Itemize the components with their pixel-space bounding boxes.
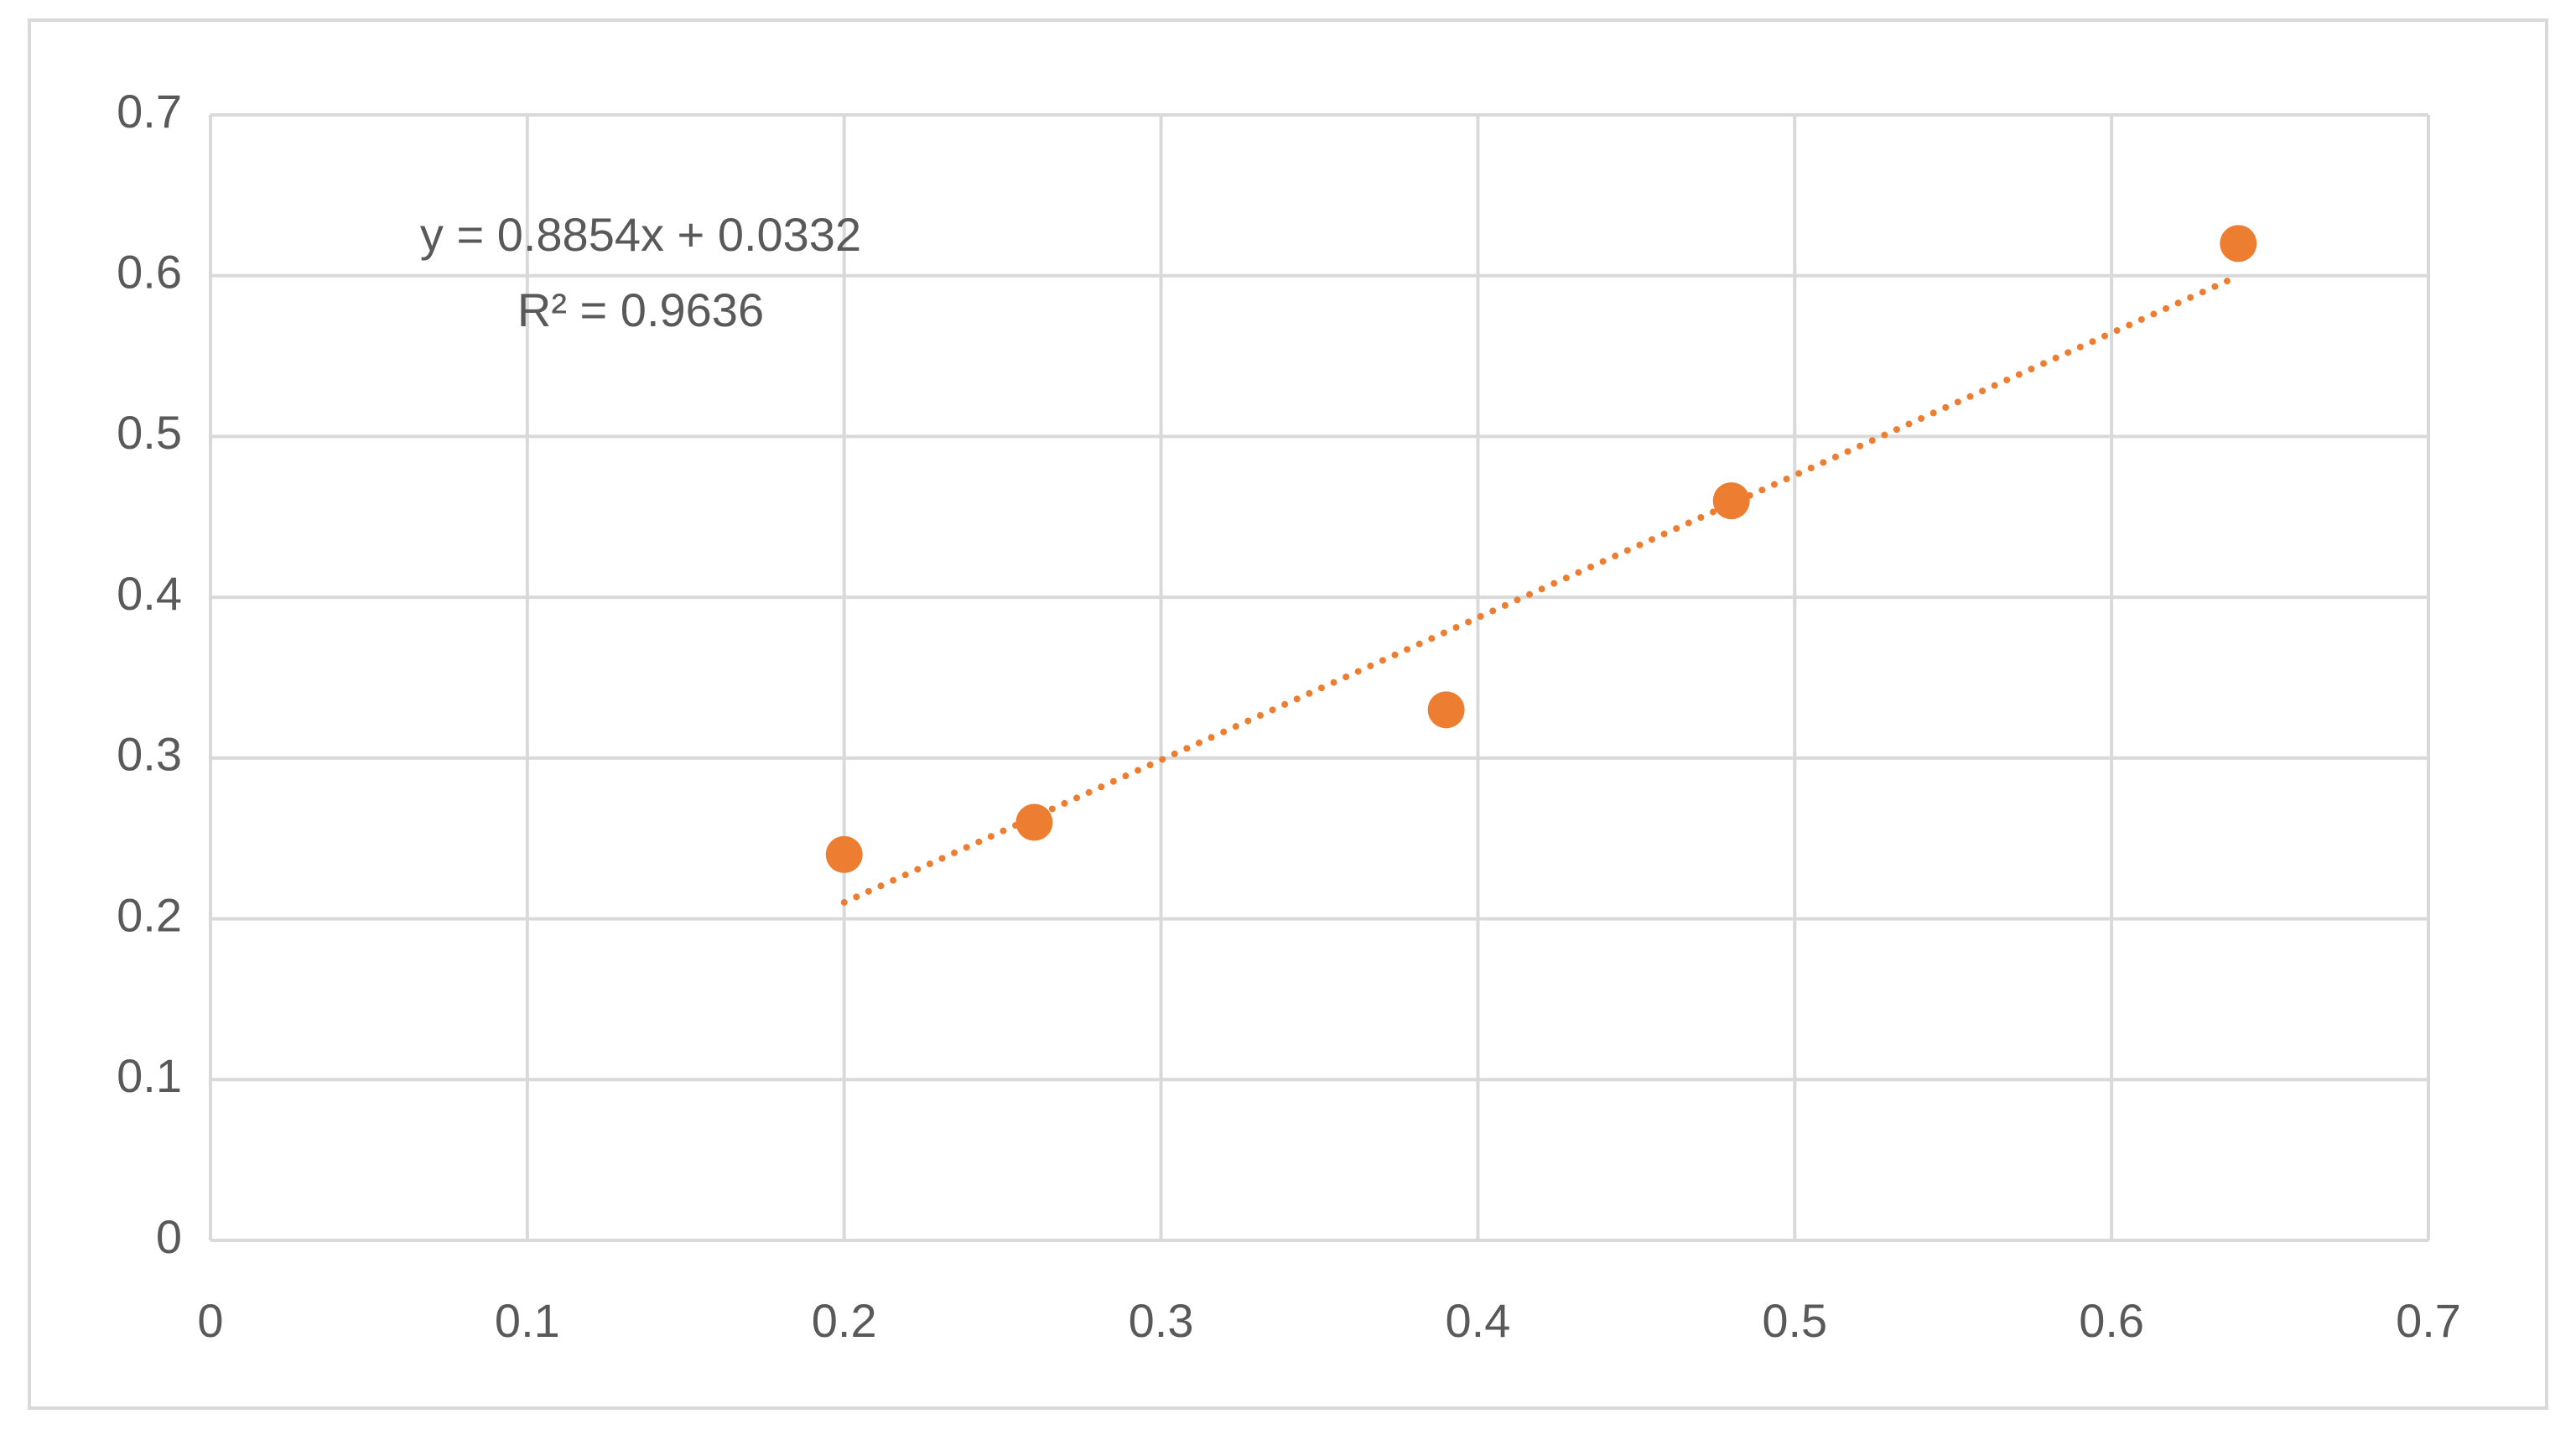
x-tick-label: 0.3: [1129, 1294, 1194, 1347]
trendline-equation: y = 0.8854x + 0.0332: [420, 208, 861, 261]
chart-border: [28, 18, 2548, 1410]
scatter-point: [1427, 691, 1465, 729]
y-tick-label: 0.5: [117, 406, 182, 459]
y-tick-label: 0.7: [117, 85, 182, 138]
y-tick-label: 0.6: [117, 246, 182, 299]
x-tick-label: 0.1: [495, 1294, 560, 1347]
trendline-r-squared: R² = 0.9636: [517, 283, 764, 336]
scatter-point: [825, 835, 863, 873]
x-tick-label: 0.4: [1445, 1294, 1510, 1347]
y-tick-label: 0: [156, 1210, 182, 1263]
plot-area: [825, 225, 2257, 906]
grid: [209, 113, 2430, 1242]
y-tick-label: 0.4: [117, 567, 182, 620]
y-tick-label: 0.1: [117, 1049, 182, 1102]
trendline: [840, 273, 2242, 906]
scatter-point: [2220, 225, 2257, 263]
x-tick-label: 0.7: [2396, 1294, 2461, 1347]
y-tick-label: 0.2: [117, 888, 182, 941]
scatter-point: [1712, 482, 1750, 520]
x-tick-label: 0.6: [2079, 1294, 2144, 1347]
scatter-point: [1015, 803, 1053, 841]
x-tick-label: 0: [197, 1294, 223, 1347]
y-tick-label: 0.3: [117, 728, 182, 781]
x-tick-label: 0.2: [812, 1294, 877, 1347]
x-tick-label: 0.5: [1762, 1294, 1827, 1347]
